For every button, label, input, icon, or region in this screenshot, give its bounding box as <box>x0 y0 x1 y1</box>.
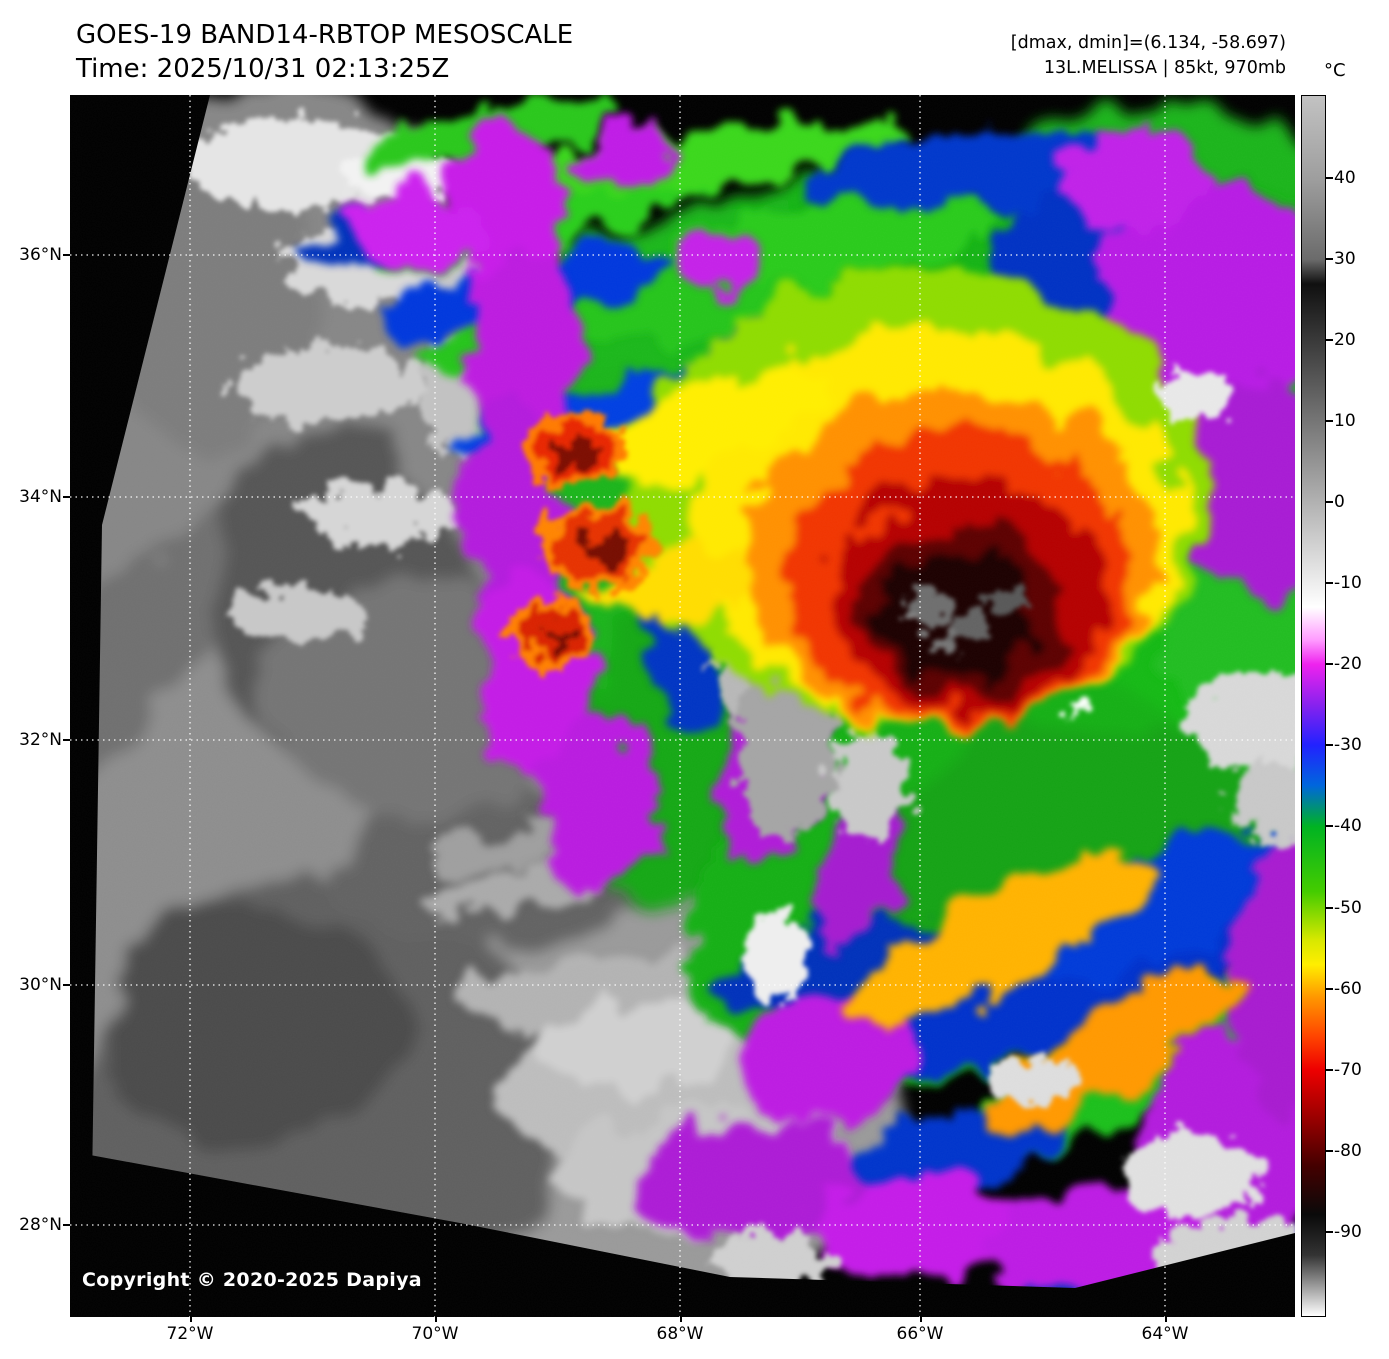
lat-label: 30°N <box>0 974 70 996</box>
lat-label: 32°N <box>0 729 70 751</box>
dmax-dmin-label: [dmax, dmin]=(6.134, -58.697) <box>1010 33 1286 53</box>
latlon-grid <box>70 95 1295 1317</box>
colorbar-tick: -30 <box>1326 735 1386 755</box>
colorbar-tick: -70 <box>1326 1060 1386 1080</box>
timestamp-label: Time: 2025/10/31 02:13:25Z <box>76 54 450 84</box>
colorbar-tick: -40 <box>1326 816 1386 836</box>
colorbar-tick: 40 <box>1326 168 1386 188</box>
lon-label: 66°W <box>888 1316 952 1345</box>
lon-label: 72°W <box>158 1316 222 1345</box>
colorbar-tick: -20 <box>1326 654 1386 674</box>
map-area: Copyright © 2020-2025 Dapiya <box>70 95 1295 1317</box>
lat-label: 28°N <box>0 1214 70 1236</box>
lon-label: 70°W <box>403 1316 467 1345</box>
lon-label: 64°W <box>1133 1316 1197 1345</box>
colorbar-tick: -60 <box>1326 979 1386 999</box>
colorbar-tick: 30 <box>1326 249 1386 269</box>
colorbar-unit-label: °C <box>1324 60 1346 81</box>
colorbar-gradient <box>1302 96 1325 1316</box>
colorbar-tick: -10 <box>1326 573 1386 593</box>
lat-label: 34°N <box>0 486 70 508</box>
colorbar-tick: -90 <box>1326 1222 1386 1242</box>
copyright-text: Copyright © 2020-2025 Dapiya <box>82 1269 422 1291</box>
satellite-image <box>70 95 1295 1317</box>
colorbar-tick: 20 <box>1326 330 1386 350</box>
colorbar-tick: 0 <box>1326 492 1386 512</box>
lon-label: 68°W <box>648 1316 712 1345</box>
page-title: GOES-19 BAND14-RBTOP MESOSCALE <box>76 20 574 50</box>
colorbar-tick: -50 <box>1326 898 1386 918</box>
colorbar-tick: -80 <box>1326 1141 1386 1161</box>
lat-label: 36°N <box>0 244 70 266</box>
storm-info-label: 13L.MELISSA | 85kt, 970mb <box>1043 58 1286 78</box>
colorbar <box>1301 95 1326 1317</box>
colorbar-tick: 10 <box>1326 411 1386 431</box>
